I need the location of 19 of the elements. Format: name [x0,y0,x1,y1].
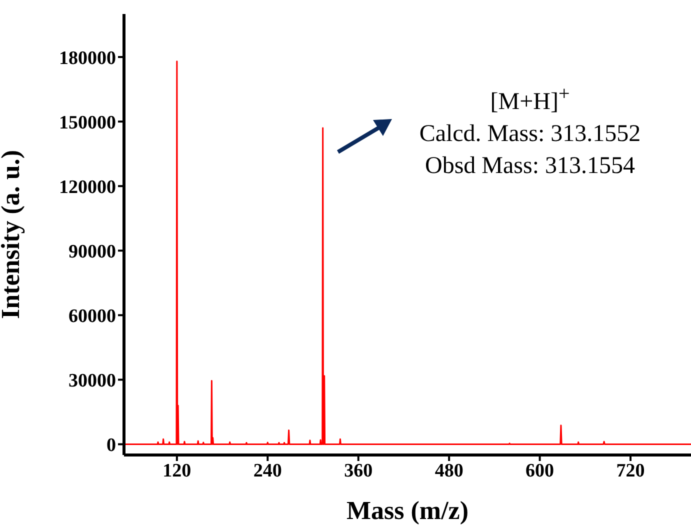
annotation: Calcd. Mass: 313.1552 [418,120,642,149]
x-tick-label: 600 [526,460,554,482]
x-axis-title: Mass (m/z) [346,496,469,525]
y-axis-title: Intensity (a. u.) [0,150,26,320]
x-tick-label: 240 [253,460,282,482]
y-tick-label: 0 [106,434,116,456]
line-series [124,60,691,445]
y-tick-label: 90000 [68,241,116,262]
x-tick-label: 120 [162,460,192,482]
x-tick-label: 720 [616,460,645,482]
y-tick-label: 120000 [59,176,116,198]
annotation: Obsd Mass: 313.1554 [424,152,636,181]
y-tick-label: 180000 [59,48,116,69]
y-tick-label: 60000 [68,306,116,327]
x-tick-label: 360 [344,460,373,482]
x-tick-label: 480 [434,460,464,482]
y-tick-label: 150000 [59,112,116,134]
annotation: [M+H]$^{+}$ [489,82,571,117]
y-tick-label: 30000 [68,370,116,392]
